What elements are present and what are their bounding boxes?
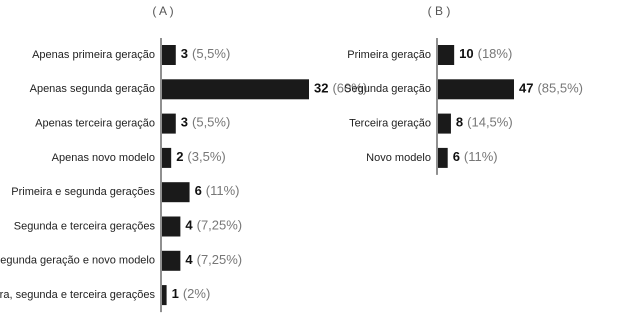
bar: [162, 182, 190, 203]
percent-label: (11%): [464, 149, 498, 164]
percent-label: (2%): [183, 287, 210, 302]
value-label: 32 (60%): [314, 81, 367, 96]
percent-label: (7,25%): [197, 218, 243, 233]
percent-label: (5,5%): [192, 115, 230, 130]
percent-label: (18%): [478, 46, 513, 61]
percent-label: (3,5%): [187, 149, 225, 164]
count-label: 32: [314, 81, 328, 96]
count-label: 3: [181, 115, 188, 130]
category-label: Segunda e terceira gerações: [14, 220, 156, 232]
value-label: 47 (85,5%): [519, 81, 583, 96]
value-label: 3 (5,5%): [181, 46, 231, 61]
category-label: Primeira geração: [347, 49, 431, 61]
bar: [162, 113, 176, 134]
category-label: Novo modelo: [366, 152, 431, 164]
bar: [438, 79, 514, 100]
category-label: Apenas primeira geração: [32, 49, 155, 61]
bar: [438, 147, 448, 168]
value-label: 2 (3,5%): [176, 149, 226, 164]
value-label: 6 (11%): [453, 149, 498, 164]
count-label: 8: [456, 115, 463, 130]
bar: [162, 250, 181, 271]
value-label: 6 (11%): [195, 184, 240, 199]
count-label: 6: [195, 184, 202, 199]
value-label: 8 (14,5%): [456, 115, 513, 130]
count-label: 4: [185, 252, 193, 267]
percent-label: (85,5%): [537, 81, 583, 96]
count-label: 4: [185, 218, 193, 233]
chart-title: ( B ): [428, 4, 451, 18]
value-label: 4 (7,25%): [185, 218, 242, 233]
bar: [162, 285, 167, 306]
value-label: 10 (18%): [459, 46, 512, 61]
percent-label: (60%): [332, 81, 367, 96]
bar: [438, 113, 451, 134]
count-label: 3: [181, 46, 188, 61]
bar: [162, 79, 309, 100]
category-label: Segunda geração e novo modelo: [0, 255, 155, 267]
count-label: 1: [172, 287, 179, 302]
bar: [438, 45, 455, 65]
count-label: 2: [176, 149, 183, 164]
value-label: 1 (2%): [172, 287, 211, 302]
chart-title: ( A ): [152, 4, 173, 18]
percent-label: (11%): [206, 184, 240, 199]
percent-label: (7,25%): [197, 252, 243, 267]
category-label: Primeira, segunda e terceira gerações: [0, 289, 156, 301]
count-label: 6: [453, 149, 460, 164]
value-label: 4 (7,25%): [185, 252, 242, 267]
category-label: Terceira geração: [349, 118, 431, 130]
bar: [162, 147, 172, 168]
bar: [162, 216, 181, 237]
category-label: Segunda geração: [344, 83, 431, 95]
percent-label: (5,5%): [192, 46, 230, 61]
bar: [162, 45, 176, 65]
category-label: Apenas novo modelo: [52, 152, 155, 164]
category-label: Primeira e segunda gerações: [11, 186, 155, 198]
percent-label: (14,5%): [467, 115, 513, 130]
category-label: Apenas segunda geração: [30, 83, 155, 95]
value-label: 3 (5,5%): [181, 115, 231, 130]
count-label: 47: [519, 81, 533, 96]
count-label: 10: [459, 46, 473, 61]
category-label: Apenas terceira geração: [35, 118, 155, 130]
